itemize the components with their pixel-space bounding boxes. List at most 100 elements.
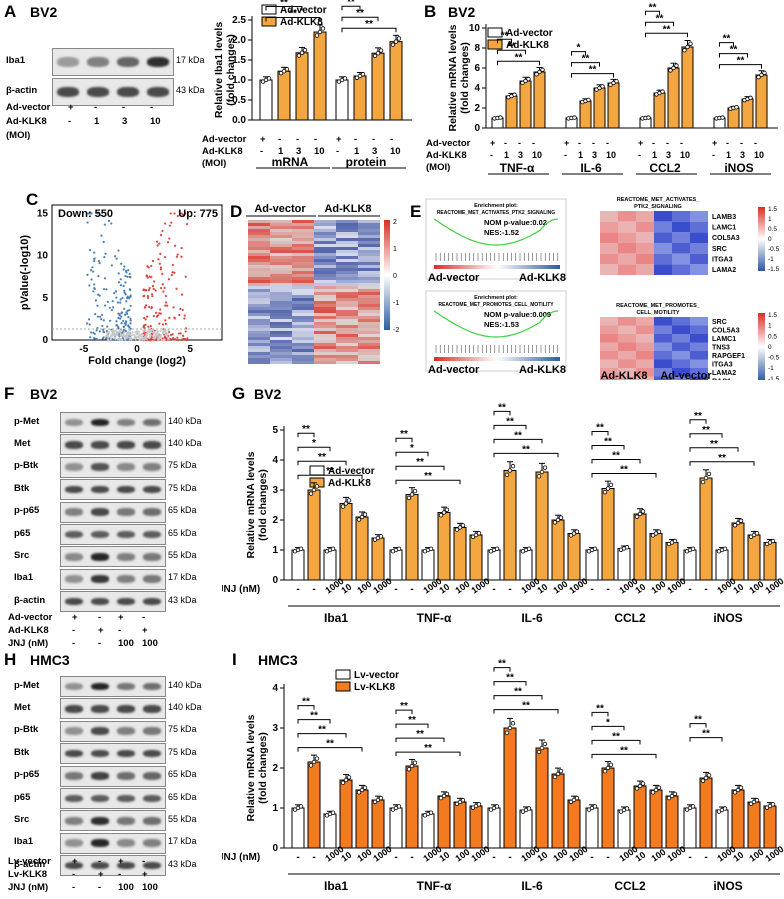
data-point: [177, 332, 181, 335]
data-point: [571, 797, 577, 803]
bar: [291, 549, 305, 581]
heat-cell: [336, 268, 358, 271]
condition-value: +: [142, 869, 148, 880]
data-point: [121, 338, 124, 342]
sig-label: **: [612, 731, 620, 742]
condition-value: -: [578, 138, 581, 148]
condition-label: (MOI): [426, 162, 450, 173]
blot-label: Btk: [14, 482, 30, 494]
heat-cell: [654, 264, 672, 275]
group-label: iNOS: [713, 611, 742, 625]
sig-label: **: [318, 725, 326, 736]
condition-value: +: [490, 138, 495, 148]
condition-value: 3: [296, 146, 301, 157]
heat-cell: [336, 262, 358, 265]
bar: [453, 527, 467, 581]
data-point: [494, 804, 500, 809]
heat-cell: [314, 343, 336, 346]
data-point: [572, 115, 577, 120]
heat-cell: [248, 322, 270, 325]
bar: [339, 779, 353, 849]
heat-cell: [248, 355, 270, 358]
condition-value: 10: [437, 582, 451, 596]
data-point: [396, 36, 402, 41]
heat-cell: [336, 256, 358, 259]
data-point: [93, 259, 96, 263]
heat-cell: [690, 232, 708, 243]
condition-value: -: [410, 584, 413, 595]
kda-label: 140 kDa: [168, 679, 202, 690]
heat-cell: [314, 358, 336, 361]
blot-band: [91, 705, 109, 713]
heat-cell: [292, 307, 314, 310]
blot-band: [117, 597, 135, 606]
heat-cell: [270, 244, 292, 247]
bar: [585, 807, 599, 849]
data-point: [284, 67, 290, 72]
data-point: [158, 262, 161, 265]
bar: [579, 100, 592, 129]
heat-cell: [270, 235, 292, 238]
data-point: [129, 319, 132, 322]
heat-cell: [358, 274, 380, 277]
condition-value: +: [72, 612, 78, 623]
legend-swatch: [487, 39, 503, 50]
blot-image: [60, 698, 166, 720]
data-point: [105, 288, 108, 291]
group-label: IL-6: [521, 879, 543, 893]
data-point: [163, 332, 166, 335]
condition-value: -: [278, 134, 281, 145]
heat-cell: [248, 271, 270, 274]
heat-cell: [292, 295, 314, 298]
condition-value: -: [532, 138, 535, 148]
data-point: [168, 316, 171, 319]
condition-value: -: [150, 102, 154, 113]
heat-cell: [672, 232, 690, 243]
gsea-subtitle: REACTOME_MET_ACTIVATES_PTK2_SIGNALING: [437, 210, 555, 216]
data-point: [184, 212, 187, 215]
heat-cell: [292, 280, 314, 283]
heat-cell: [336, 325, 358, 328]
data-point: [97, 259, 100, 263]
data-point: [92, 290, 95, 293]
heat-cell: [270, 283, 292, 286]
condition-value: 10: [633, 582, 647, 596]
heat-cell: [358, 298, 380, 301]
data-point: [393, 39, 399, 44]
blot-band: [117, 86, 139, 98]
blot-band: [65, 463, 83, 472]
blot-band: [91, 861, 109, 870]
heat-cell: [654, 325, 672, 334]
data-point: [142, 295, 145, 298]
data-point: [700, 479, 706, 485]
data-point: [428, 810, 434, 815]
heat-cell: [270, 343, 292, 346]
data-point: [129, 322, 132, 325]
condition-label: (MOI): [6, 130, 31, 141]
condition-value: 10: [314, 146, 325, 157]
data-point: [128, 331, 131, 335]
blot-band: [117, 418, 135, 427]
gene-label: LAMC1: [712, 225, 736, 232]
heat-cell: [292, 310, 314, 313]
blot-band: [91, 727, 109, 736]
sig-bracket: [395, 751, 461, 757]
heat-cell: [270, 310, 292, 313]
data-point: [640, 781, 646, 786]
bar: [601, 767, 615, 849]
sig-label: **: [318, 452, 326, 463]
data-point: [298, 804, 304, 809]
data-point: [634, 786, 640, 791]
scale-label: -0.5: [768, 246, 780, 253]
data-point: [117, 312, 120, 315]
heat-cell: [314, 313, 336, 316]
group-label: Ad-KLK8: [600, 370, 647, 380]
blot-band: [91, 485, 109, 494]
data-point: [330, 546, 336, 551]
heat-cell: [314, 226, 336, 229]
up-count: Up: 775: [178, 208, 218, 220]
heat-cell: [358, 331, 380, 334]
bar: [747, 534, 761, 581]
data-point: [706, 471, 712, 477]
heat-cell: [314, 271, 336, 274]
